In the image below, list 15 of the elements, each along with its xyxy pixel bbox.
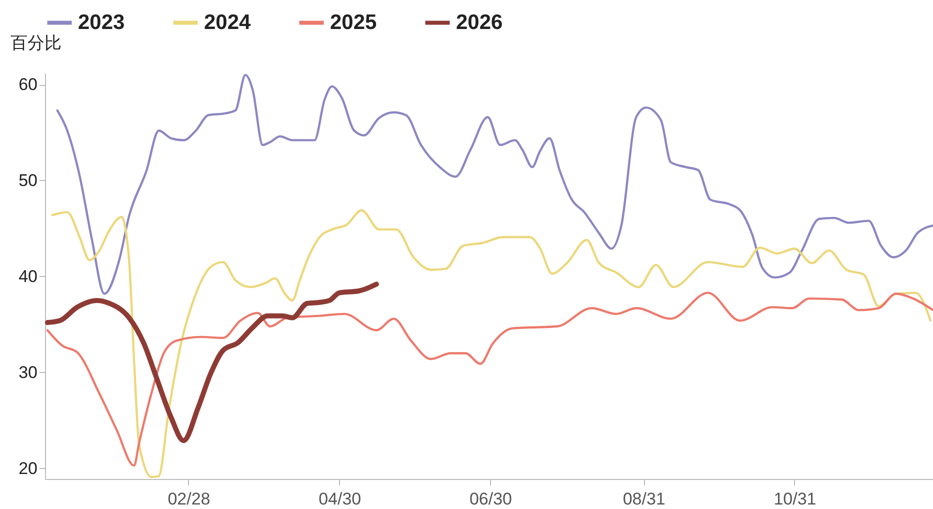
legend-label: 2024 xyxy=(204,10,252,34)
y-tick-label: 60 xyxy=(18,75,38,94)
x-tick-label: 06/30 xyxy=(469,490,512,508)
legend-label: 2026 xyxy=(456,10,503,34)
x-tick-label: 08/31 xyxy=(622,490,666,508)
x-tick-label: 10/31 xyxy=(774,490,816,508)
x-tick-label: 04/30 xyxy=(318,490,362,508)
y-tick-label: 50 xyxy=(18,171,38,190)
x-tick-label: 02/28 xyxy=(168,490,210,508)
legend-label: 2025 xyxy=(330,10,378,34)
y-tick-label: 40 xyxy=(18,266,38,286)
y-tick-label: 30 xyxy=(18,362,38,382)
y-tick-label: 20 xyxy=(18,458,38,478)
legend-label: 2023 xyxy=(78,10,125,34)
y-axis-title: 百分比 xyxy=(10,34,62,52)
